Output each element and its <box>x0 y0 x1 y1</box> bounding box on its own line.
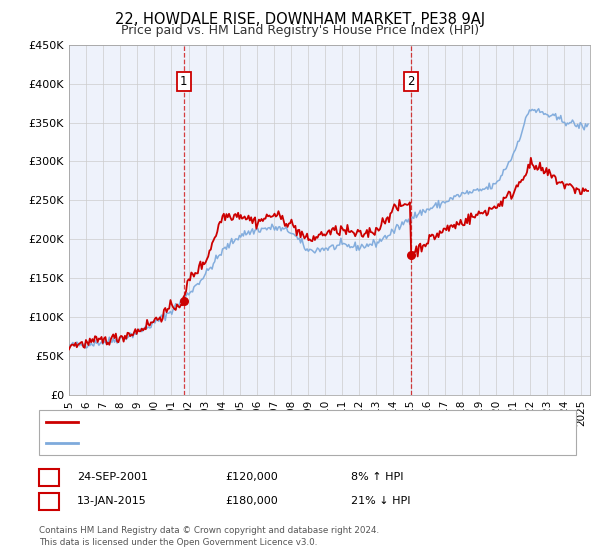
Text: HPI: Average price, detached house, King’s Lynn and West Norfolk: HPI: Average price, detached house, King… <box>82 438 427 448</box>
Text: 8% ↑ HPI: 8% ↑ HPI <box>351 472 404 482</box>
Text: Contains HM Land Registry data © Crown copyright and database right 2024.
This d: Contains HM Land Registry data © Crown c… <box>39 526 379 547</box>
Text: 2: 2 <box>45 494 53 508</box>
Text: 2: 2 <box>407 75 415 88</box>
Text: £180,000: £180,000 <box>225 496 278 506</box>
Text: 21% ↓ HPI: 21% ↓ HPI <box>351 496 410 506</box>
Text: 1: 1 <box>45 470 53 484</box>
Text: 22, HOWDALE RISE, DOWNHAM MARKET, PE38 9AJ: 22, HOWDALE RISE, DOWNHAM MARKET, PE38 9… <box>115 12 485 27</box>
Text: Price paid vs. HM Land Registry's House Price Index (HPI): Price paid vs. HM Land Registry's House … <box>121 24 479 36</box>
Text: £120,000: £120,000 <box>225 472 278 482</box>
Text: 22, HOWDALE RISE, DOWNHAM MARKET, PE38 9AJ (detached house): 22, HOWDALE RISE, DOWNHAM MARKET, PE38 9… <box>82 417 440 427</box>
Text: 13-JAN-2015: 13-JAN-2015 <box>77 496 146 506</box>
Text: 24-SEP-2001: 24-SEP-2001 <box>77 472 148 482</box>
Text: 1: 1 <box>180 75 188 88</box>
